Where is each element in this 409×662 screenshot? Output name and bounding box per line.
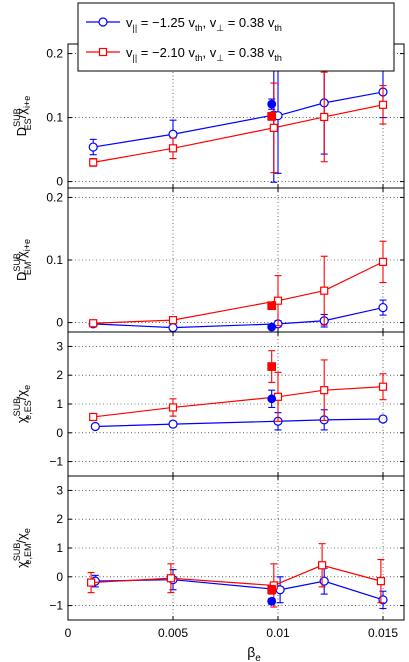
y-tick-label: 0 [56,426,63,440]
data-point [168,403,178,412]
x-tick-label: 0.015 [368,626,398,640]
filled-data-point [267,394,277,404]
legend-label: v|| = −1.25 vth, v⊥ = 0.38 vth [126,15,282,33]
legend-marker [98,17,108,27]
data-point [168,129,178,139]
series-line [93,91,384,148]
legend-box [77,2,395,72]
legend-label: v|| = −2.10 vth, v⊥ = 0.38 vth [126,45,282,63]
filled-data-point [267,596,277,606]
data-point [86,578,96,587]
y-tick-label: 0.2 [46,190,63,204]
y-tick-label: 1 [56,541,63,555]
y-tick-label: 0 [56,316,63,330]
y-axis-label: DSUBES/χi+e [12,96,33,137]
filled-data-point [267,111,277,121]
data-point [166,574,175,583]
data-point [320,386,329,395]
series-1 [88,299,388,333]
x-axis-label: βe [247,644,261,662]
series-line [93,386,384,418]
y-axis-label: χSUBe,ES/χe [12,385,33,423]
filled-data-point [267,322,277,332]
y-tick-label: 0.1 [46,111,63,125]
series-line [91,564,382,587]
data-point [376,577,385,586]
x-tick-label: 0.01 [266,626,290,640]
data-point [378,257,388,266]
data-point [275,585,285,595]
y-tick-label: 0 [56,570,63,584]
series-1 [90,409,388,432]
data-point [319,576,329,586]
data-point [168,419,178,429]
series-line [93,306,384,329]
data-point [168,323,178,333]
data-point [320,112,329,122]
filled-data-point [267,362,277,371]
data-point [318,561,327,570]
legend-entry-1: v|| = −1.25 vth, v⊥ = 0.38 vth [86,15,282,33]
data-point [168,316,178,325]
series-line [93,104,384,163]
y-tick-label: 0 [56,175,63,189]
series-line [93,261,384,324]
data-point [378,414,388,424]
data-point [378,100,388,109]
y-tick-label: 2 [56,512,63,526]
y-tick-label: 3 [56,483,63,497]
data-point [378,302,388,313]
x-tick-label: 0.005 [158,626,188,640]
y-axis-label: χSUBe,EM/χe [12,528,33,568]
data-point [273,296,283,305]
filled-data-point [267,301,277,311]
data-point [89,158,98,167]
y-tick-label: −1 [49,455,63,469]
y-axis-label: DSUBEM/χi+e [12,239,33,281]
data-point [269,123,278,132]
y-tick-label: 2 [56,368,63,382]
legend: v|| = −1.25 vth, v⊥ = 0.38 vth v|| = −2.1… [77,2,395,72]
filled-data-point [267,585,277,595]
data-point [90,421,100,432]
data-point [89,412,98,422]
y-tick-label: −1 [49,599,63,613]
series-2 [86,543,385,608]
y-tick-label: 1 [56,397,63,411]
series-2 [89,71,388,174]
series-line [95,418,384,428]
y-tick-label: 3 [56,339,63,353]
x-tick-label: 0 [65,626,72,640]
data-point [168,144,178,153]
data-point [378,382,388,391]
series-2 [89,359,388,422]
series-1 [90,567,388,610]
panel-3: −1 0 1 2 3 χSUBe,ES/χe [12,331,405,477]
data-point [320,286,329,295]
data-point [88,142,98,152]
filled-data-point [267,99,277,109]
y-tick-label: 0.2 [46,47,63,61]
legend-marker [98,47,108,57]
series-2 [89,240,388,328]
panel-2: 0 0.1 0.2 DSUBEM/χi+e [12,187,405,333]
legend-entry-2: v|| = −2.10 vth, v⊥ = 0.38 vth [86,45,282,63]
data-point [89,319,98,328]
y-tick-label: 0.1 [46,253,63,267]
